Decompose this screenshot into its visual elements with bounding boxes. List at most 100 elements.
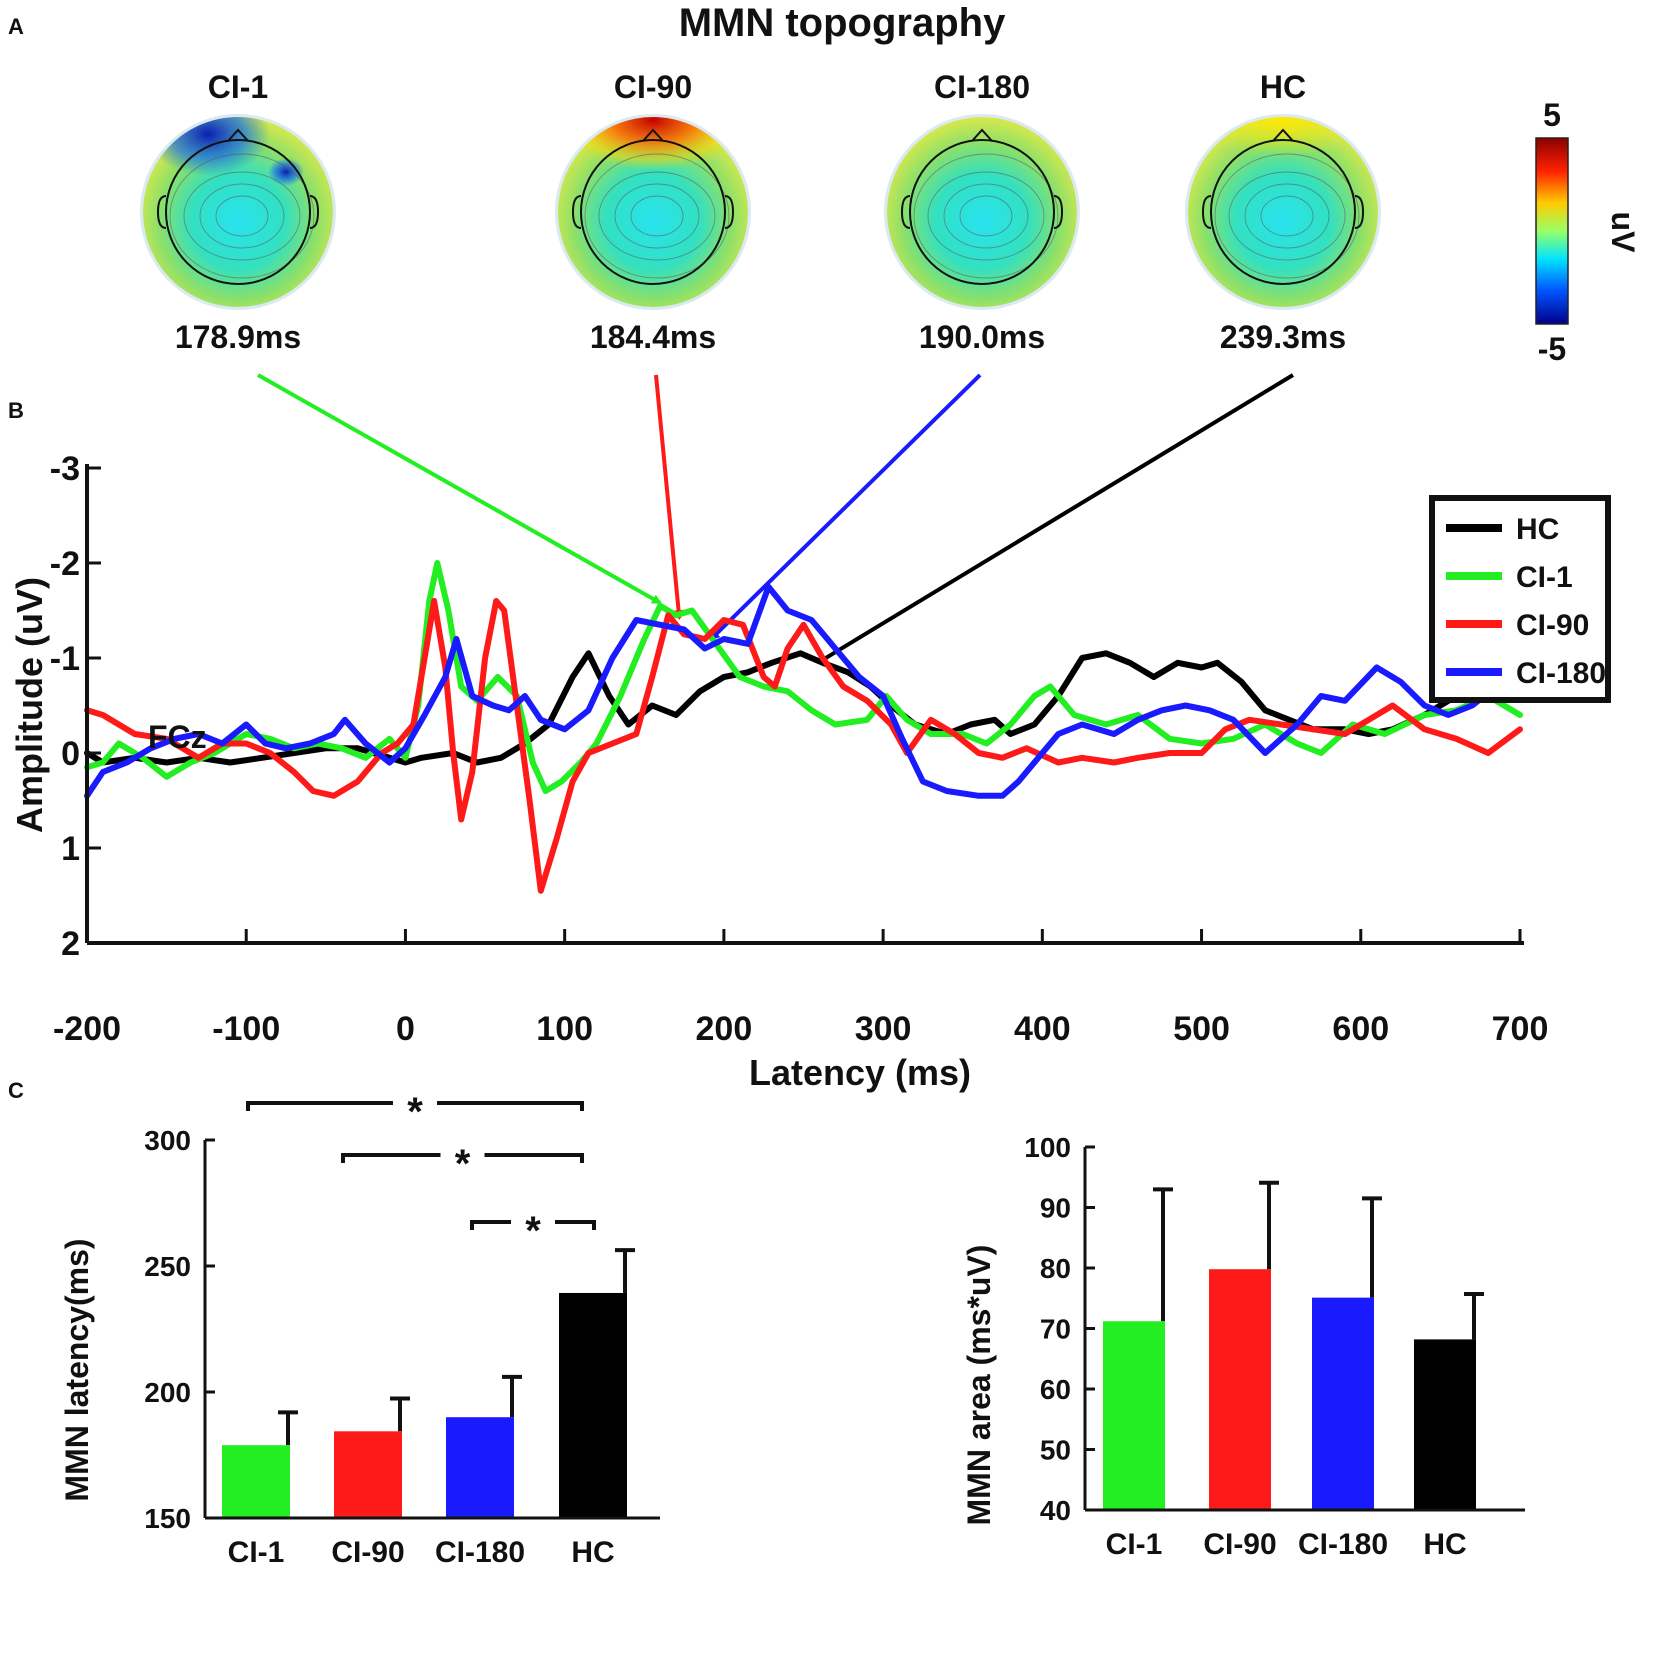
legend-label-ci-1: CI-1 [1516, 561, 1573, 594]
area_bar-bar-hc [1414, 1339, 1476, 1510]
topomap-title-ci-90: CI-90 [614, 69, 692, 105]
topography-title: MMN topography [679, 1, 1006, 45]
latency_bar-y-tick-label: 200 [144, 1377, 191, 1408]
legend-label-ci-90: CI-90 [1516, 609, 1589, 642]
sig-bracket-right-ci-1 [437, 1101, 584, 1111]
topomap-contour [959, 195, 1013, 237]
area_bar-x-label-ci-1: CI-1 [1106, 1528, 1163, 1561]
erp-y-tick-label: 0 [61, 735, 80, 773]
topomap-base [887, 117, 1077, 307]
head-outline [909, 139, 1055, 285]
area_bar-x-label-ci-90: CI-90 [1203, 1528, 1276, 1561]
latency_bar-x-label-ci-90: CI-90 [331, 1536, 404, 1569]
nose-outline [642, 128, 664, 142]
sig-bracket-left-ci-180 [470, 1220, 511, 1230]
erp-series-lines [84, 560, 1523, 894]
erp-legend: HC CI-1 CI-90 CI-180 [1429, 495, 1611, 703]
latency-ylabel: MMN latency(ms) [59, 1238, 95, 1501]
area_bar-y-tick-label: 40 [1040, 1495, 1071, 1526]
topomap-surface [143, 117, 333, 307]
left-ear [156, 195, 167, 229]
erp-x-tick-label: 200 [696, 1010, 753, 1048]
topomap-contour [598, 171, 716, 261]
erp-y-tick-label: -3 [50, 450, 80, 488]
nose-outline [971, 128, 993, 142]
right-ear [309, 195, 320, 229]
area_bar-y-tick-label: 60 [1040, 1374, 1071, 1405]
latency_bar-bar-ci-1 [222, 1445, 290, 1518]
panel-label-b: B [8, 398, 24, 423]
area_bar-y-tick-label: 100 [1024, 1132, 1071, 1163]
left-ear [1201, 195, 1212, 229]
topomap-front-blob [146, 117, 270, 176]
topomap-title-ci-180: CI-180 [934, 69, 1030, 105]
topomap-front-blob [558, 117, 748, 170]
channel-label: FCz [148, 719, 207, 755]
panel-label-a: A [8, 14, 24, 39]
topomap-ci-1 [140, 114, 336, 310]
erp-x-tick-label: 300 [855, 1010, 912, 1048]
right-ear [724, 195, 735, 229]
topomap-surface [887, 117, 1077, 307]
area_bar-bar-ci-1 [1103, 1321, 1165, 1510]
right-ear [1053, 195, 1064, 229]
erp-x-tick-label: 400 [1014, 1010, 1071, 1048]
callout-arrow-ci-180 [709, 373, 982, 641]
erp-x-tick-label: -100 [212, 1010, 280, 1048]
latency_bar-y-tick-label: 300 [144, 1125, 191, 1156]
latency_bar-bar-hc [559, 1292, 627, 1518]
topomap-contour [630, 195, 684, 237]
topomap-surface [558, 117, 748, 307]
colorbar-min-label: -5 [1538, 331, 1566, 367]
erp-y-tick-label: -1 [50, 640, 80, 678]
topomap-contour [1260, 195, 1314, 237]
head-outline [1210, 139, 1356, 285]
topomap-latency-ci-180: 190.0ms [919, 319, 1045, 355]
topomap-contour [215, 195, 269, 237]
nose-outline [1272, 128, 1294, 142]
topomap-contour [169, 153, 315, 279]
topomap-latency-ci-90: 184.4ms [590, 319, 716, 355]
left-ear [571, 195, 582, 229]
area_bar-y-tick-label: 70 [1040, 1314, 1071, 1345]
topomap-title-ci-1: CI-1 [208, 69, 268, 105]
latency_bar-y-tick-label: 150 [144, 1503, 191, 1534]
callout-arrow-ci-1 [257, 373, 662, 605]
topomap-hc [1185, 114, 1381, 310]
erp-callout-arrows [257, 373, 1295, 662]
left-ear [900, 195, 911, 229]
sig-star-ci-1: * [407, 1090, 423, 1134]
topography-maps: CI-1 178.9ms CI-90 184.4ms CI-180 190.0ms HC 23… [140, 69, 1381, 355]
erp-x-tick-label: 0 [396, 1010, 415, 1048]
area_bar-x-label-ci-180: CI-180 [1298, 1528, 1388, 1561]
topomap-surface [1188, 117, 1378, 307]
topomap-contour [927, 171, 1045, 261]
sig-bracket-right-ci-180 [555, 1220, 596, 1230]
area_bar-x-label-hc: HC [1423, 1528, 1466, 1561]
latency-bar-chart: CI-1 CI-90 CI-180 HC 150 200 250 300 * * * [144, 1090, 660, 1569]
area_bar-y-tick-label: 90 [1040, 1193, 1071, 1224]
erp-x-tick-label: 600 [1332, 1010, 1389, 1048]
topomap-ci-180 [884, 114, 1080, 310]
callout-arrow-ci-90 [654, 374, 684, 621]
topomap-contour [183, 171, 301, 261]
latency_bar-bar-ci-180 [446, 1417, 514, 1518]
topomap-side-blob [268, 158, 304, 186]
erp-y-tick-label: 1 [61, 830, 80, 868]
head-outline [165, 139, 311, 285]
sig-star-ci-180: * [525, 1209, 541, 1253]
erp-y-tick-label: 2 [61, 925, 80, 963]
nose-outline [227, 128, 249, 142]
series-line-ci-1 [84, 560, 1523, 794]
sig-star-ci-90: * [455, 1142, 471, 1186]
area_bar-y-tick-label: 80 [1040, 1253, 1071, 1284]
latency_bar-y-tick-label: 250 [144, 1251, 191, 1282]
panel-label-c: C [8, 1078, 24, 1103]
topomap-contour [584, 153, 730, 279]
callout-arrow-hc [821, 373, 1295, 662]
topomap-contour [913, 153, 1059, 279]
legend-label-hc: HC [1516, 513, 1559, 546]
series-line-ci-180 [84, 583, 1523, 799]
latency_bar-bar-ci-90 [334, 1431, 402, 1518]
